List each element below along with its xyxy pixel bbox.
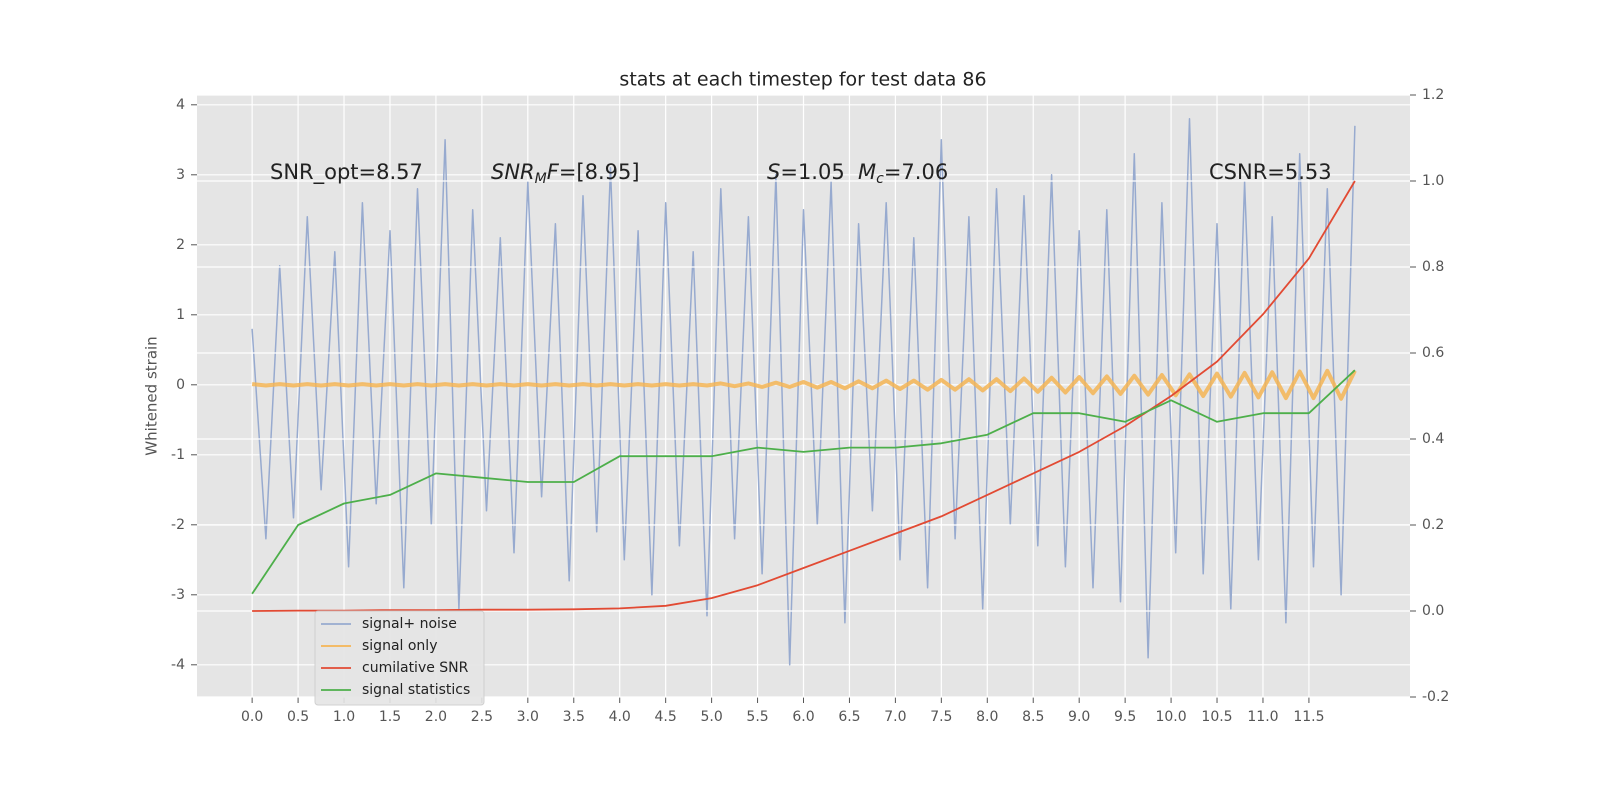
y2-tick-label: 1.2 — [1422, 87, 1444, 103]
annotation-part: c — [876, 171, 884, 187]
x-tick-label: 4.5 — [655, 709, 677, 725]
y-tick-label: -2 — [171, 517, 185, 533]
x-tick-label: 8.0 — [976, 709, 998, 725]
annotation-part: SNR_opt=8.57 — [270, 160, 423, 185]
annotation-part: CSNR=5.53 — [1209, 160, 1332, 184]
series-line — [251, 118, 1356, 666]
y2-tick-label: 0.8 — [1422, 259, 1444, 275]
x-tick-label: 3.0 — [517, 709, 539, 725]
y-tick-label: 1 — [176, 307, 185, 323]
annotation: SNRMF=[8.95] — [491, 160, 640, 187]
y2-tick-label: 0.0 — [1422, 603, 1444, 619]
annotation-part: =[8.95] — [559, 160, 640, 184]
annotation-part: S — [767, 160, 780, 184]
x-tick-label: 2.5 — [471, 709, 493, 725]
annotation-part: =1.05 — [780, 160, 844, 184]
x-tick-label: 5.0 — [700, 709, 722, 725]
chart-title: stats at each timestep for test data 86 — [619, 69, 986, 91]
annotation: SNR_opt=8.57 — [270, 160, 423, 185]
x-tick-label: 10.5 — [1201, 709, 1232, 725]
x-tick-label: 1.0 — [333, 709, 355, 725]
series-line — [252, 180, 1356, 612]
y-tick-label: 3 — [176, 167, 185, 183]
y-axis-label: Whitened strain — [143, 336, 161, 455]
annotation-part: F — [547, 160, 560, 184]
x-tick-label: 4.0 — [609, 709, 631, 725]
legend-label: signal statistics — [362, 682, 470, 698]
x-tick-label: 2.0 — [425, 709, 447, 725]
y-tick-label: 0 — [176, 377, 185, 393]
y-tick-label: -3 — [171, 587, 185, 603]
y2-tick-label: 0.2 — [1422, 517, 1444, 533]
annotation-part: =7.06 — [884, 160, 948, 184]
annotation-part: M — [858, 160, 876, 184]
x-tick-label: 9.0 — [1068, 709, 1090, 725]
y2-tick-label: -0.2 — [1422, 689, 1449, 705]
annotation-part: M — [535, 171, 547, 187]
x-tick-label: 10.0 — [1155, 709, 1186, 725]
x-tick-label: 7.5 — [930, 709, 952, 725]
series-line — [251, 369, 1356, 595]
x-tick-label: 0.5 — [287, 709, 309, 725]
x-tick-label: 11.5 — [1293, 709, 1324, 725]
annotation: Mc=7.06 — [858, 160, 948, 187]
annotation-part: SNR — [491, 160, 535, 184]
x-tick-label: 9.5 — [1114, 709, 1136, 725]
legend-label: signal+ noise — [362, 616, 457, 632]
legend-label: cumilative SNR — [362, 660, 469, 676]
y-tick-label: -1 — [171, 447, 185, 463]
y2-tick-label: 1.0 — [1422, 173, 1444, 189]
y2-tick-label: 0.4 — [1422, 431, 1444, 447]
x-tick-label: 5.5 — [746, 709, 768, 725]
series-line — [251, 368, 1357, 401]
x-tick-label: 7.0 — [884, 709, 906, 725]
x-tick-label: 3.5 — [563, 709, 585, 725]
legend-label: signal only — [362, 638, 437, 654]
x-tick-label: 0.0 — [241, 709, 263, 725]
y-tick-label: 2 — [176, 237, 185, 253]
x-tick-label: 6.5 — [838, 709, 860, 725]
annotation: CSNR=5.53 — [1209, 160, 1332, 184]
y-tick-label: -4 — [171, 657, 185, 673]
x-tick-label: 11.0 — [1247, 709, 1278, 725]
x-tick-label: 6.0 — [792, 709, 814, 725]
legend-box — [314, 610, 485, 706]
annotation: S=1.05 — [767, 160, 845, 184]
x-tick-label: 8.5 — [1022, 709, 1044, 725]
y-tick-label: 4 — [176, 97, 185, 113]
x-tick-label: 1.5 — [379, 709, 401, 725]
y2-tick-label: 0.6 — [1422, 345, 1444, 361]
